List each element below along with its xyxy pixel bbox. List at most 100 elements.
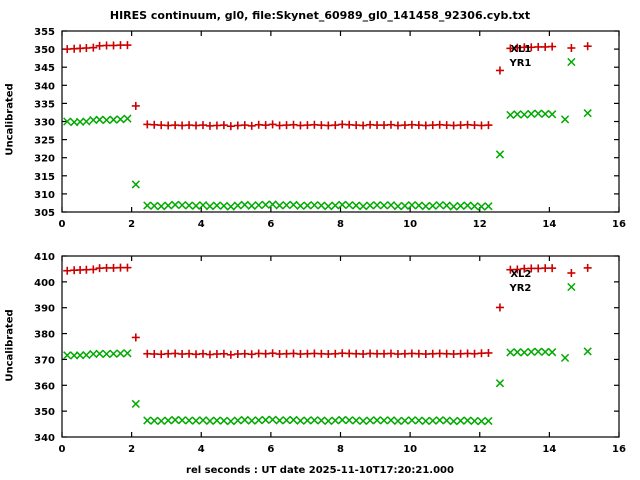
data-point [442, 201, 451, 210]
data-point [470, 416, 479, 426]
data-point [324, 349, 333, 358]
data-point [380, 121, 389, 130]
data-point [527, 43, 536, 52]
data-point [123, 263, 132, 272]
data-point [534, 264, 543, 273]
y-tick-label: 320 [34, 154, 55, 165]
x-tick-label: 4 [198, 444, 205, 455]
y-tick-label: 310 [34, 190, 55, 201]
data-point [548, 264, 557, 273]
data-point [379, 416, 389, 425]
series-XL1 [63, 41, 592, 131]
data-point [463, 201, 472, 210]
data-point [233, 349, 242, 358]
data-point [89, 349, 98, 359]
y-tick-label: 370 [34, 355, 55, 366]
data-point [116, 263, 125, 272]
data-point [82, 350, 91, 360]
data-point [366, 120, 375, 129]
data-point [484, 348, 493, 357]
data-point [261, 121, 270, 130]
data-point [520, 264, 529, 273]
data-point [407, 416, 416, 425]
data-point [82, 44, 91, 53]
data-point [583, 347, 592, 356]
data-point [102, 41, 111, 50]
data-point [254, 120, 263, 129]
x-axis-label: rel seconds : UT date 2025-11-10T17:20:2… [186, 465, 454, 476]
data-point [212, 416, 222, 425]
data-point [386, 200, 396, 210]
x-tick-label: 14 [542, 219, 556, 230]
data-point [534, 109, 543, 118]
plot-frame [61, 30, 620, 213]
y-tick-label: 340 [34, 433, 55, 444]
data-point [75, 351, 85, 360]
data-point [102, 115, 111, 125]
data-point [219, 121, 228, 130]
data-point [484, 202, 493, 211]
data-point [89, 115, 98, 125]
data-point [226, 202, 235, 211]
data-point [414, 349, 423, 358]
data-point [365, 201, 375, 210]
data-point [219, 416, 229, 425]
data-point [358, 202, 368, 211]
data-point [240, 121, 249, 130]
legend-label-XL1: XL1 [510, 44, 531, 55]
data-point [268, 200, 277, 209]
data-point [275, 416, 284, 425]
x-tick-label: 16 [612, 444, 626, 455]
data-point [109, 263, 118, 272]
data-point [143, 120, 152, 129]
data-point [240, 200, 249, 209]
data-point [116, 41, 125, 50]
data-point [484, 121, 493, 130]
data-point [95, 41, 104, 50]
data-point [456, 416, 465, 425]
data-point [386, 120, 395, 129]
data-point [520, 348, 529, 357]
legend-marker [567, 282, 576, 292]
data-point [400, 349, 409, 358]
data-point [359, 349, 368, 358]
data-point [310, 416, 319, 425]
data-point [317, 201, 326, 210]
data-point [449, 202, 458, 211]
data-point [495, 66, 504, 75]
data-point [164, 416, 173, 425]
x-tick-label: 8 [337, 444, 344, 455]
data-point [164, 121, 173, 130]
data-point [178, 121, 187, 130]
data-point [331, 416, 340, 425]
data-point [428, 201, 437, 210]
data-point [254, 349, 263, 358]
data-point [164, 349, 173, 358]
data-point [131, 399, 140, 409]
data-point [352, 416, 361, 425]
data-point [261, 349, 270, 358]
data-point [421, 121, 430, 130]
data-point [449, 121, 458, 130]
data-point [282, 416, 291, 425]
data-point [534, 347, 543, 356]
data-point [414, 416, 423, 425]
data-point [506, 110, 515, 120]
data-point [185, 121, 194, 130]
data-point [157, 121, 166, 130]
data-point [442, 416, 451, 425]
data-point [212, 349, 221, 358]
data-point [345, 200, 354, 210]
data-point [240, 415, 249, 425]
data-point [109, 115, 118, 124]
data-point [219, 349, 228, 358]
data-point [212, 121, 221, 130]
y-tick-label: 350 [34, 407, 55, 418]
data-point [296, 121, 305, 130]
data-point [414, 121, 423, 130]
x-tick-label: 10 [403, 219, 417, 230]
data-point [324, 202, 333, 211]
data-point [102, 349, 111, 359]
data-point [296, 416, 305, 425]
data-point [261, 415, 270, 425]
